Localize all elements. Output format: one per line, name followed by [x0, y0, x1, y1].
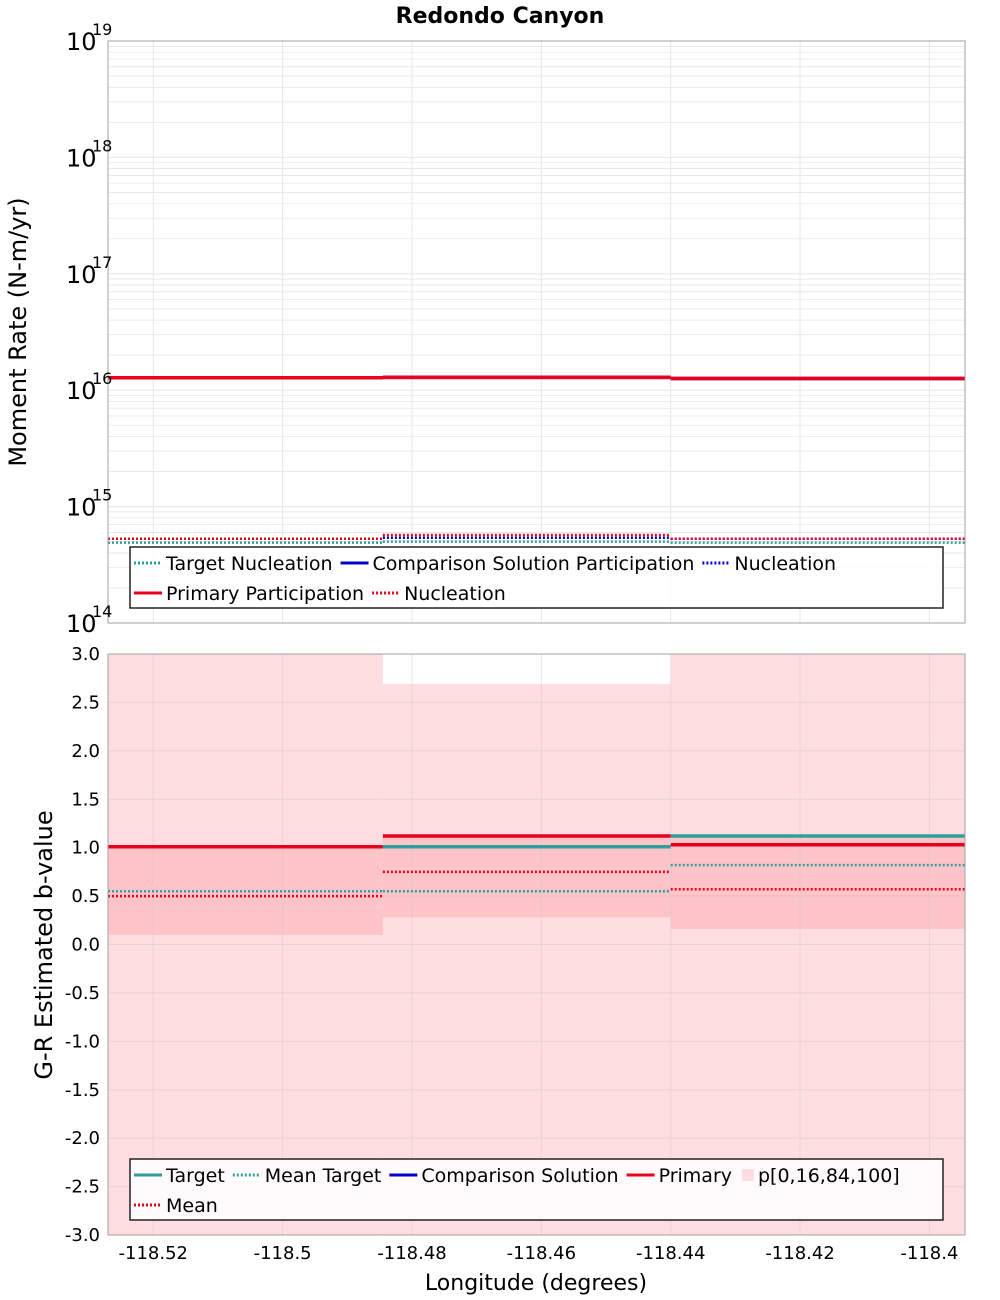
y-tick-label: -0.5	[65, 983, 100, 1004]
band-outer	[108, 654, 383, 1235]
x-tick-label: -118.48	[377, 1243, 446, 1264]
b-value-x-ticks: -118.52 -118.5 -118.48 -118.46 -118.44 -118.4…	[119, 1243, 959, 1264]
y-tick-label: 0.5	[71, 886, 100, 907]
b-value-series	[108, 834, 965, 898]
legend-swatch	[742, 1169, 754, 1181]
legend-label: Nucleation	[734, 553, 836, 575]
legend-label: Comparison Solution Participation	[373, 553, 695, 575]
legend-label: Mean	[166, 1195, 218, 1217]
b-value-panel: -3.0 -2.5 -2.0 -1.5 -1.0 -0.5 0.0 0.5 1.0 1.5 2.0 2…	[30, 644, 966, 1296]
y-tick-label: 0.0	[71, 935, 100, 956]
y-tick-label: 10	[66, 261, 97, 289]
y-tick-label: 3.0	[71, 644, 100, 665]
y-tick-label: -1.0	[65, 1031, 100, 1052]
legend-box	[129, 1158, 944, 1221]
legend-label: p[0,16,84,100]	[758, 1165, 900, 1187]
y-tick-exponent: 17	[92, 253, 112, 272]
y-tick-exponent: 18	[92, 136, 112, 155]
legend-box	[129, 546, 944, 609]
x-tick-label: -118.42	[765, 1243, 834, 1264]
legend-label: Primary	[659, 1165, 732, 1187]
y-tick-exponent: 16	[92, 369, 112, 388]
band-inner	[382, 836, 671, 918]
y-tick-label: -2.0	[65, 1128, 100, 1149]
y-tick-label: -2.5	[65, 1177, 100, 1198]
y-tick-label: -3.0	[65, 1225, 100, 1246]
x-axis-label: Longitude (degrees)	[425, 1271, 647, 1296]
y-tick-exponent: 19	[92, 20, 112, 39]
moment-rate-plot-area	[108, 41, 965, 623]
moment-rate-y-axis-label: Moment Rate (N-m/yr)	[4, 197, 32, 466]
y-tick-label: 10	[66, 28, 97, 56]
moment-rate-legend: Target Nucleation Comparison Solution Par…	[129, 546, 944, 609]
legend-label: Target Nucleation	[165, 553, 333, 575]
x-tick-label: -118.4	[900, 1243, 958, 1264]
moment-rate-series	[108, 375, 965, 544]
legend-label: Primary Participation	[166, 583, 364, 605]
y-tick-label: 2.0	[71, 741, 100, 762]
x-tick-label: -118.44	[636, 1243, 705, 1264]
y-tick-label: 1.0	[71, 838, 100, 859]
b-value-percentile-bands	[108, 654, 965, 1235]
legend-label: Mean Target	[265, 1165, 382, 1187]
y-tick-label: -1.5	[65, 1080, 100, 1101]
x-tick-label: -118.46	[507, 1243, 576, 1264]
moment-rate-frame	[107, 40, 966, 624]
legend-label: Target	[165, 1165, 225, 1187]
y-tick-label: 10	[66, 610, 97, 638]
b-value-frame	[107, 653, 966, 1236]
legend-label: Comparison Solution	[421, 1165, 618, 1187]
band-inner	[670, 836, 965, 930]
legend-label: Nucleation	[404, 583, 506, 605]
band-outer	[670, 654, 965, 1235]
chart-title: Redondo Canyon	[396, 4, 605, 29]
y-tick-exponent: 15	[92, 486, 112, 505]
y-tick-label: 10	[66, 144, 97, 172]
x-tick-label: -118.5	[254, 1243, 312, 1264]
y-tick-label: 10	[66, 494, 97, 522]
b-value-y-axis-label: G-R Estimated b-value	[30, 810, 58, 1079]
y-tick-label: 2.5	[71, 692, 100, 713]
y-tick-exponent: 14	[92, 602, 112, 621]
y-tick-label: 1.5	[71, 789, 100, 810]
b-value-y-ticks: -3.0 -2.5 -2.0 -1.5 -1.0 -0.5 0.0 0.5 1.0 1.5 2.0 2…	[65, 644, 100, 1246]
band-outer	[382, 684, 671, 1235]
b-value-legend: Target Mean Target Comparison Solution Prim…	[129, 1158, 944, 1221]
x-tick-label: -118.52	[119, 1243, 188, 1264]
y-tick-label: 10	[66, 377, 97, 405]
